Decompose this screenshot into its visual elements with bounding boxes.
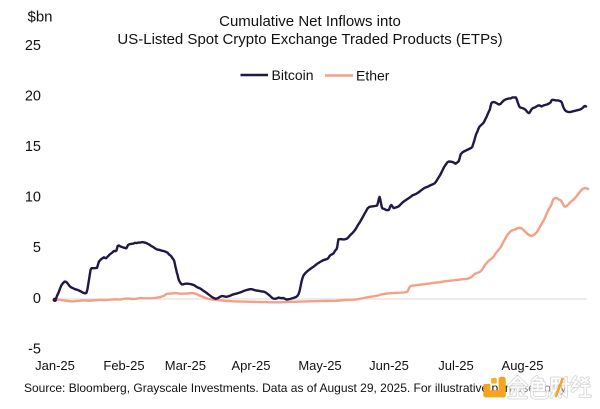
svg-text:15: 15 [25,139,41,155]
svg-text:Feb-25: Feb-25 [103,358,144,373]
svg-text:25: 25 [25,38,41,54]
svg-text:Jan-25: Jan-25 [35,358,75,373]
svg-text:Mar-25: Mar-25 [165,358,206,373]
svg-text:Jun-25: Jun-25 [369,358,409,373]
svg-text:Aug-25: Aug-25 [502,358,544,373]
svg-text:0: 0 [33,291,41,307]
svg-text:5: 5 [33,240,41,256]
svg-text:Apr-25: Apr-25 [231,358,270,373]
svg-text:Source: Bloomberg, Grayscale I: Source: Bloomberg, Grayscale Investments… [24,381,569,395]
svg-text:US-Listed Spot Crypto Exchange: US-Listed Spot Crypto Exchange Traded Pr… [117,31,502,48]
svg-text:Cumulative Net Inflows into: Cumulative Net Inflows into [219,13,401,30]
svg-text:$bn: $bn [28,9,53,26]
svg-text:May-25: May-25 [298,358,341,373]
svg-text:10: 10 [25,190,41,206]
svg-text:Bitcoin: Bitcoin [272,67,314,83]
svg-text:Ether: Ether [356,68,390,84]
svg-text:-5: -5 [28,341,41,357]
svg-text:20: 20 [25,88,41,104]
svg-text:Jul-25: Jul-25 [438,358,473,373]
